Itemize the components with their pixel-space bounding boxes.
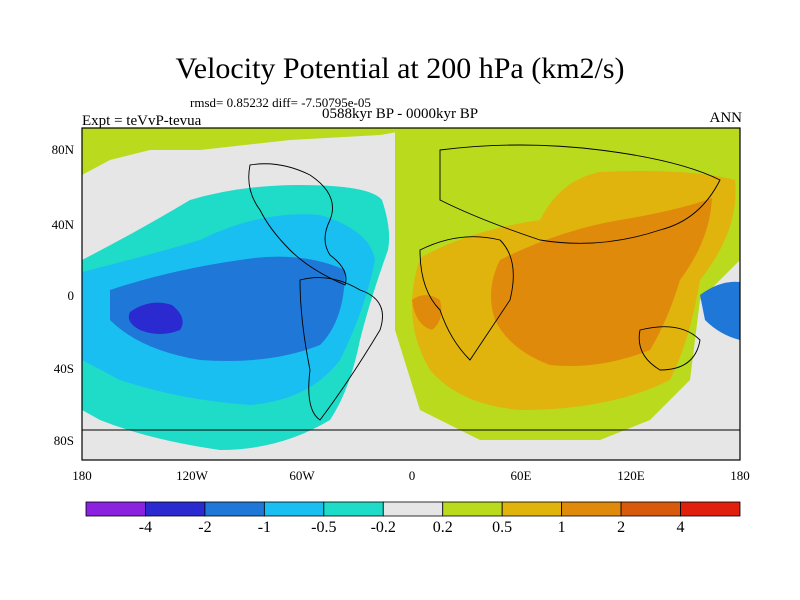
contour-negative-1 xyxy=(110,256,345,361)
colorbar-tick-label: -1 xyxy=(257,519,272,536)
colorbar-tick-label: 4 xyxy=(676,519,685,536)
season-label: ANN xyxy=(709,110,743,126)
colorbar-box xyxy=(561,501,622,517)
lon-tick-label: 120E xyxy=(617,468,645,483)
lat-tick-label: 40S xyxy=(53,361,74,376)
colorbar-box xyxy=(442,501,503,517)
colorbar-box xyxy=(204,501,265,517)
colorbar-tick-label: -0.5 xyxy=(311,519,337,536)
lat-tick-label: 40N xyxy=(51,217,74,232)
experiment-label: Expt = teVvP-tevua xyxy=(82,113,202,129)
stats-text: rmsd= 0.85232 diff= -7.50795e-05 xyxy=(190,95,371,110)
lon-tick-label: 0 xyxy=(408,468,416,483)
colorbar-tick-label: 0.2 xyxy=(432,519,453,536)
lon-tick-label: 180 xyxy=(730,468,750,483)
colorbar-box xyxy=(620,501,681,517)
lon-tick-label: 60W xyxy=(289,468,315,483)
colorbar xyxy=(85,501,741,517)
coastlines xyxy=(82,144,740,431)
colorbar-box xyxy=(382,501,444,517)
lat-tick-label: 80S xyxy=(53,433,74,448)
colorbar-tick-label: -0.2 xyxy=(370,519,396,536)
lon-tick-label: 60E xyxy=(510,468,532,483)
colorbar-tick-label: 1 xyxy=(557,519,566,536)
lon-tick-label: 180 xyxy=(72,468,92,483)
colorbar-box xyxy=(501,501,563,517)
colorbar-box xyxy=(145,501,206,517)
colorbar-box xyxy=(85,501,146,517)
colorbar-tick-label: -4 xyxy=(138,519,153,536)
colorbar-box xyxy=(263,501,325,517)
lat-tick-label: 0 xyxy=(67,288,75,303)
map-frame xyxy=(81,127,741,461)
contour-negative-east-edge xyxy=(700,281,740,340)
colorbar-tick-label: 0.5 xyxy=(492,519,513,536)
contour-negative-2 xyxy=(128,302,183,334)
contour-positive-1 xyxy=(491,198,712,366)
colorbar-tick-label: -2 xyxy=(198,519,212,536)
contour-field xyxy=(82,128,740,460)
colorbar-tick-label: 2 xyxy=(617,519,626,536)
map-title: Velocity Potential at 200 hPa (km2/s) xyxy=(175,52,625,85)
period-text: 0588kyr BP - 0000kyr BP xyxy=(322,106,479,122)
lat-tick-label: 80N xyxy=(51,142,74,157)
colorbar-box xyxy=(323,501,384,517)
colorbar-box xyxy=(680,501,741,517)
lon-tick-label: 120W xyxy=(176,468,208,483)
